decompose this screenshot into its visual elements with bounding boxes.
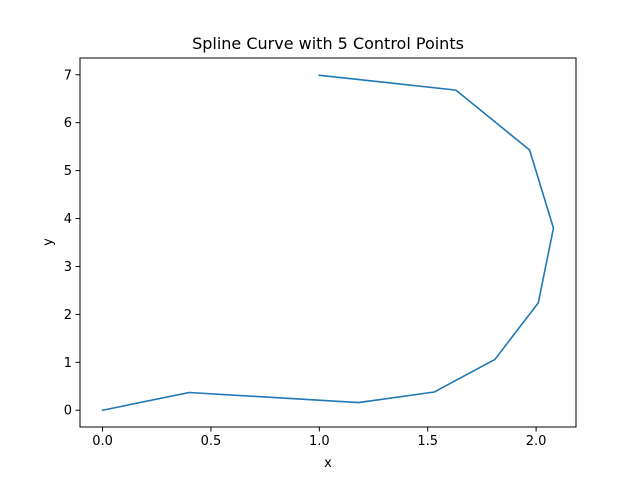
chart-title: Spline Curve with 5 Control Points [192, 34, 464, 53]
y-tick-label: 6 [64, 116, 72, 131]
series-line-0 [101, 74, 555, 412]
y-tick-label: 7 [64, 68, 72, 83]
x-tick-label: 0.5 [201, 434, 222, 449]
axes-frame [79, 57, 577, 428]
plot-area [79, 57, 577, 428]
x-tick-label: 1.0 [309, 434, 330, 449]
y-tick-label: 3 [64, 260, 72, 275]
y-axis-label: y [41, 238, 56, 246]
x-tick-label: 0.0 [92, 434, 113, 449]
x-tick-label: 2.0 [526, 434, 547, 449]
y-tick-label: 5 [64, 164, 72, 179]
y-axis-ticks: 0 1 2 3 4 5 6 7 [64, 68, 80, 419]
y-tick-label: 0 [64, 404, 72, 419]
x-axis-ticks: 0.0 0.5 1.0 1.5 2.0 [92, 427, 546, 449]
y-tick-label: 1 [64, 356, 72, 371]
x-tick-label: 1.5 [417, 434, 438, 449]
y-tick-label: 2 [64, 308, 72, 323]
x-axis-label: x [324, 456, 332, 471]
y-tick-label: 4 [64, 212, 72, 227]
